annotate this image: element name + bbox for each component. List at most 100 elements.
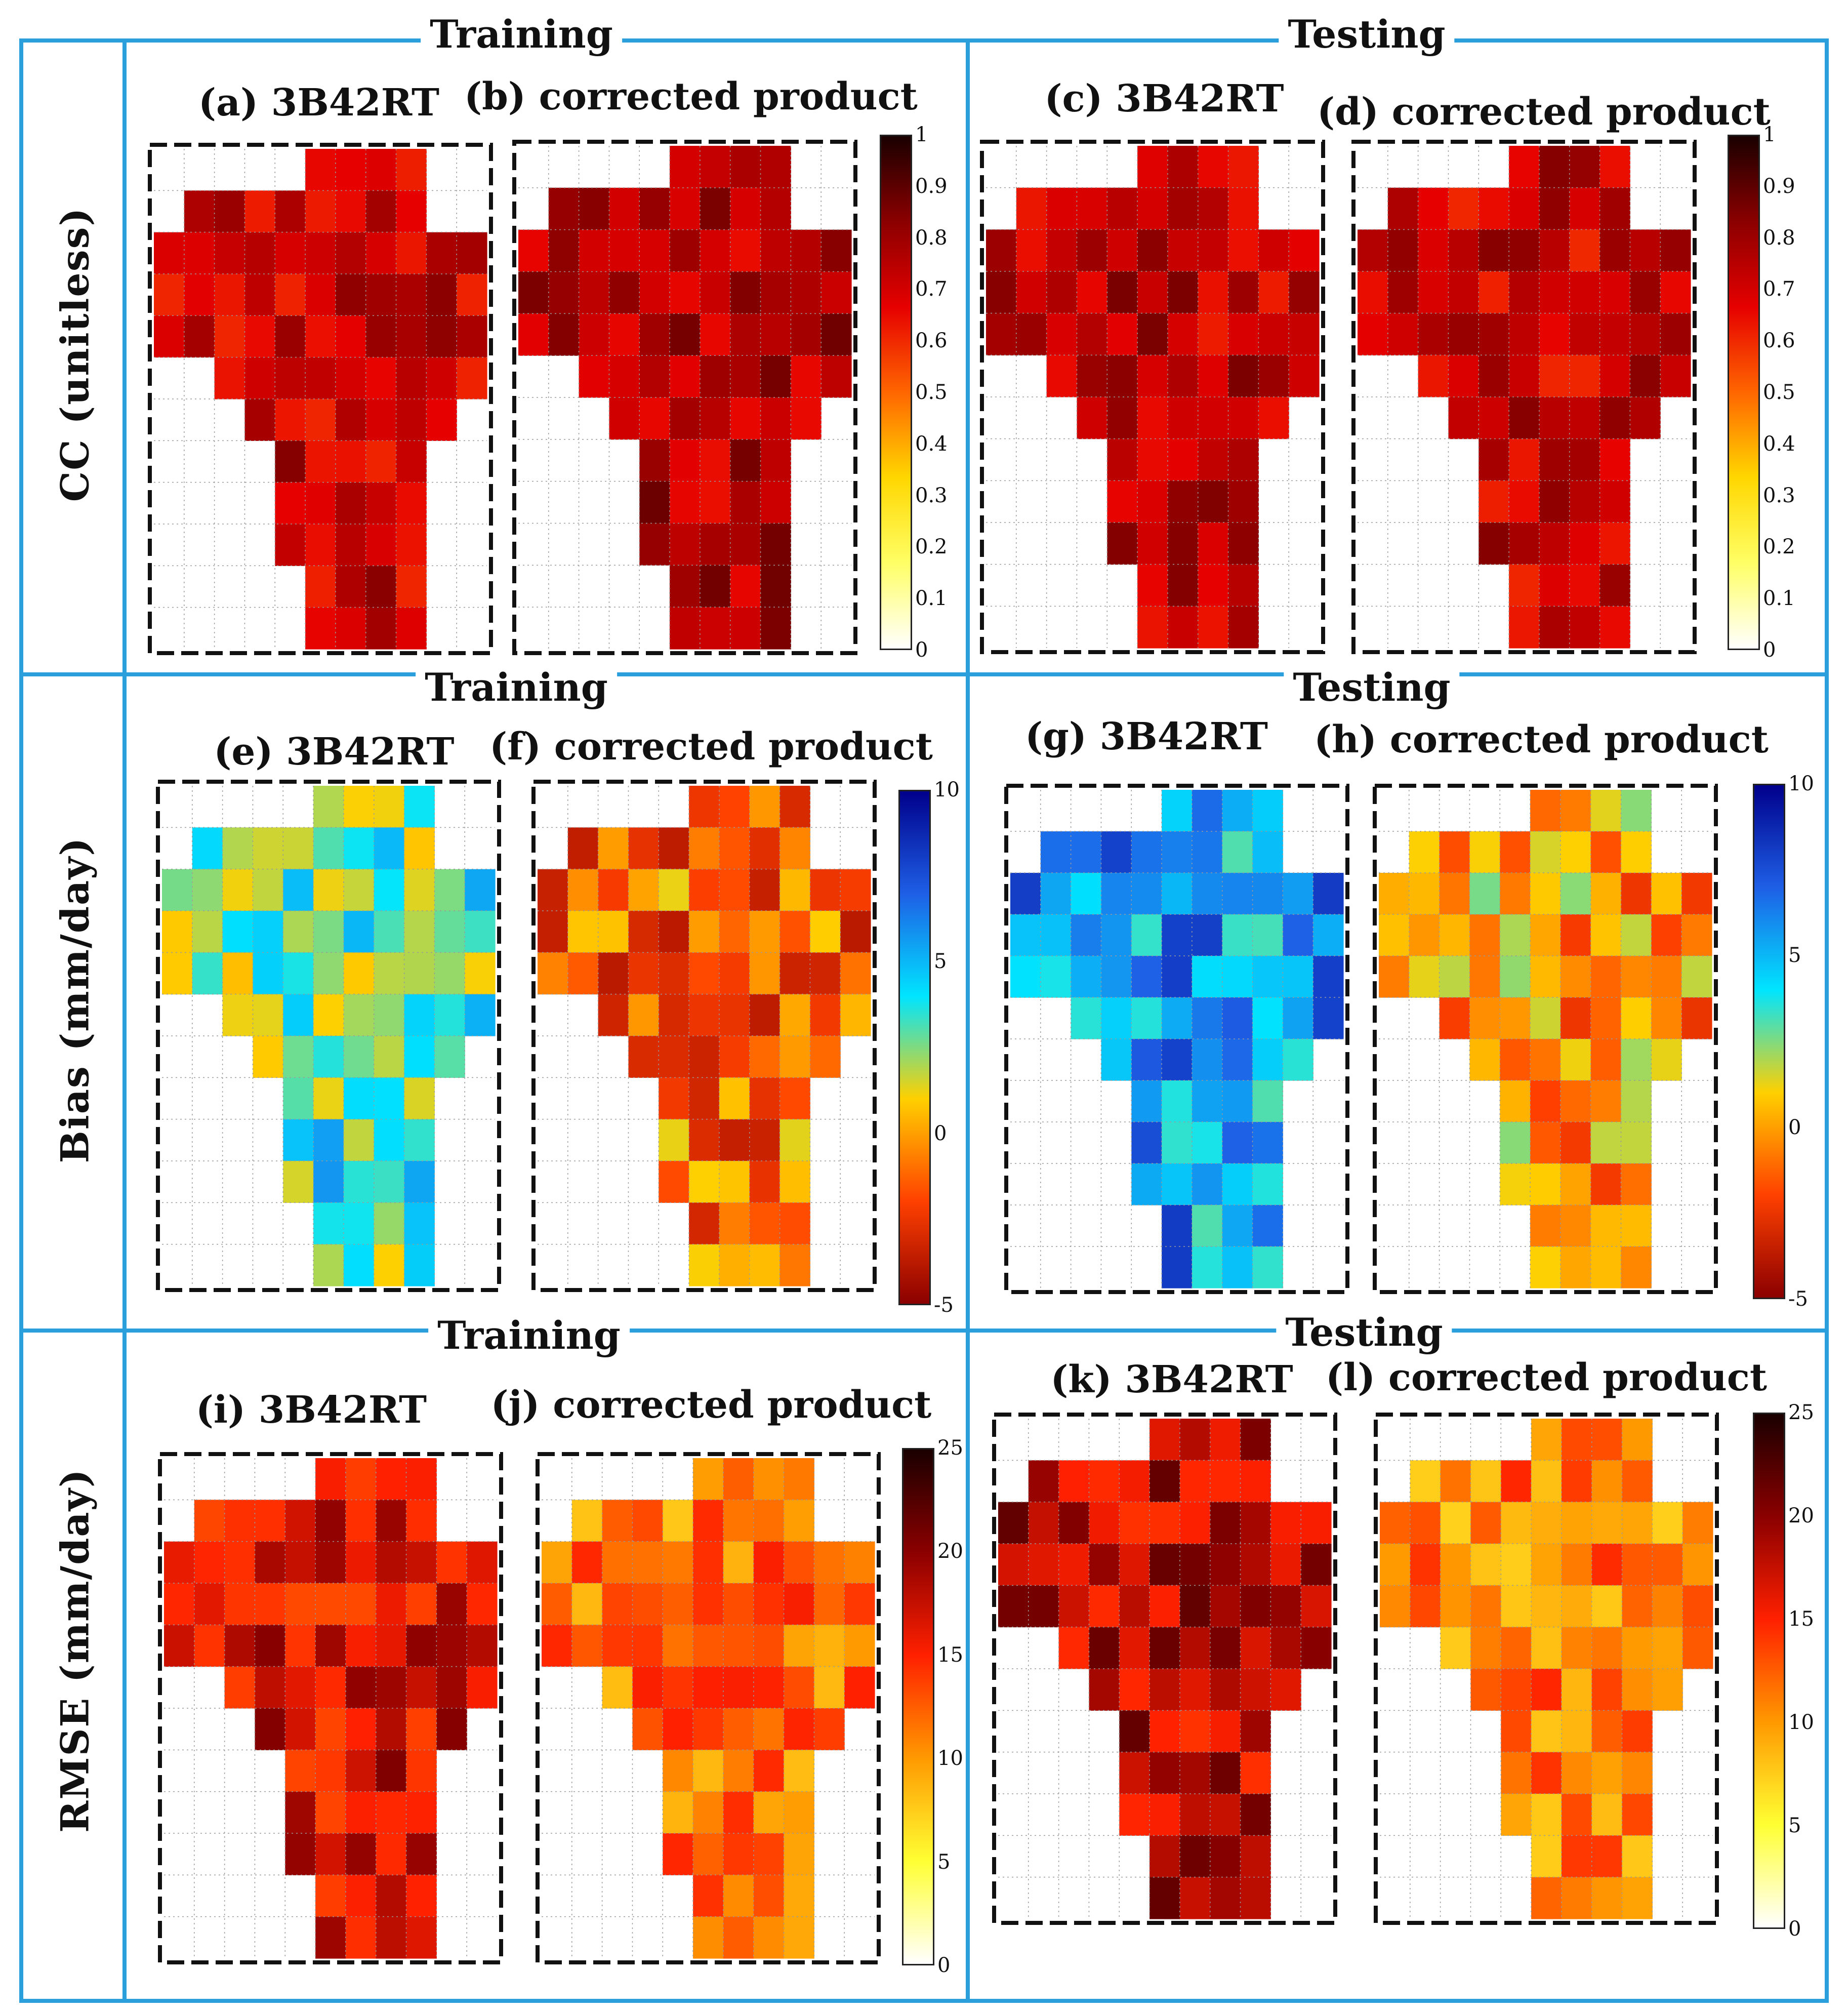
heatmap-cell [1591,1710,1623,1753]
colorbar-tick-label: 0 [934,1121,947,1145]
heatmap-cell [1651,997,1682,1039]
heatmap-cell [335,274,366,316]
heatmap-h [1373,784,1718,1294]
heatmap-cell [548,229,580,272]
heatmap-cell [365,274,397,316]
heatmap-cell [1107,480,1138,523]
heatmap-cell [406,1916,437,1959]
heatmap-cell [1479,229,1509,272]
colorbar-bias [898,790,931,1305]
heatmap-cell [1252,1246,1283,1289]
heatmap-cell [404,1036,435,1078]
map-frame [156,780,501,1292]
colorbar-tick-label: 10 [934,778,960,801]
heatmap-cell [579,271,609,314]
heatmap-cell [1479,355,1509,397]
heatmap-cell [244,315,275,358]
heatmap-cell [253,994,283,1036]
heatmap-cell [1270,1627,1301,1669]
heatmap-cell [253,1036,283,1078]
heatmap-cell [1599,606,1630,649]
row-label-cc: CC (unitless) [52,207,98,502]
heatmap-cell [1531,1544,1562,1586]
heatmap-cell [283,994,314,1036]
heatmap-cell [1149,1460,1180,1503]
heatmap-cell [1622,1502,1653,1544]
heatmap-cell [434,869,465,911]
heatmap-cell [1530,1080,1561,1122]
heatmap-cell [1149,1710,1180,1753]
heatmap-cell [1058,1502,1089,1544]
heatmap-cell [1071,831,1101,873]
train-test-divider [966,38,970,2003]
heatmap-cell [1283,1039,1313,1081]
heatmap-cell [467,1541,498,1584]
heatmap-cell [1252,1163,1283,1205]
heatmap-cell [689,1036,720,1078]
colorbar-bias-testing [1753,784,1785,1299]
heatmap-cell [723,1500,754,1542]
heatmap-cell [1469,997,1500,1039]
heatmap-cell [784,1583,814,1625]
heatmap-b [512,140,857,655]
heatmap-cell [315,1666,346,1709]
heatmap-cell [374,786,405,828]
heatmap-cell [1028,1460,1059,1503]
heatmap-cell [1380,1585,1411,1628]
heatmap-cell [663,1541,693,1584]
heatmap-cell [192,827,223,870]
heatmap-cell [730,439,761,482]
heatmap-cell [723,1791,754,1834]
heatmap-cell [1590,997,1622,1039]
row-label-bias: Bias (mm/day) [52,836,98,1163]
heatmap-cell [315,1791,346,1834]
colorbar-tick-label: 1 [915,123,928,146]
heatmap-cell [1167,564,1199,607]
heatmap-cell [1380,1502,1411,1544]
heatmap-cell [670,607,701,650]
heatmap-cell [1448,271,1479,314]
heatmap-cell [670,397,701,440]
heatmap-cell [1501,1544,1532,1586]
heatmap-cell [365,149,397,191]
heatmap-cell [1162,956,1193,998]
heatmap-cell [1149,1585,1180,1628]
heatmap-cell [1179,1794,1211,1836]
heatmap-cell [335,440,366,483]
heatmap-cell [1531,1419,1562,1461]
heatmap-cell [1283,914,1313,956]
heatmap-cell [255,1666,285,1709]
heatmap-cell [639,397,670,440]
heatmap-cell [670,229,701,272]
heatmap-cell [365,232,397,274]
heatmap-cell [1569,146,1600,188]
heatmap-cell [659,1161,689,1203]
heatmap-cell [700,439,731,482]
heatmap-cell [1509,313,1540,355]
heatmap-cell [689,827,720,870]
heatmap-cell [436,1583,467,1625]
colorbar-tick-label: 0.2 [915,535,948,559]
heatmap-cell [1228,271,1259,314]
heatmap-cell [632,1500,663,1542]
heatmap-cell [305,524,336,566]
heatmap-cell [404,994,435,1036]
heatmap-cell [784,1833,814,1875]
heatmap-cell [1509,271,1540,314]
heatmap-cell [1179,1460,1211,1503]
heatmap-cell [1149,1835,1180,1878]
heatmap-cell [602,1666,633,1709]
heatmap-cell [659,869,689,911]
heatmap-cell [1569,480,1600,523]
heatmap-cell [214,357,245,399]
colorbar-tick-label: 5 [1788,944,1801,968]
heatmap-cell [1252,914,1283,956]
heatmap-cell [632,1625,663,1667]
heatmap-cell [663,1750,693,1792]
heatmap-cell [567,911,599,953]
heatmap-cell [670,355,701,398]
heatmap-cell [1137,313,1168,355]
heatmap-cell [1149,1877,1180,1919]
heatmap-cell [1531,1627,1562,1669]
heatmap-cell [1387,313,1419,355]
